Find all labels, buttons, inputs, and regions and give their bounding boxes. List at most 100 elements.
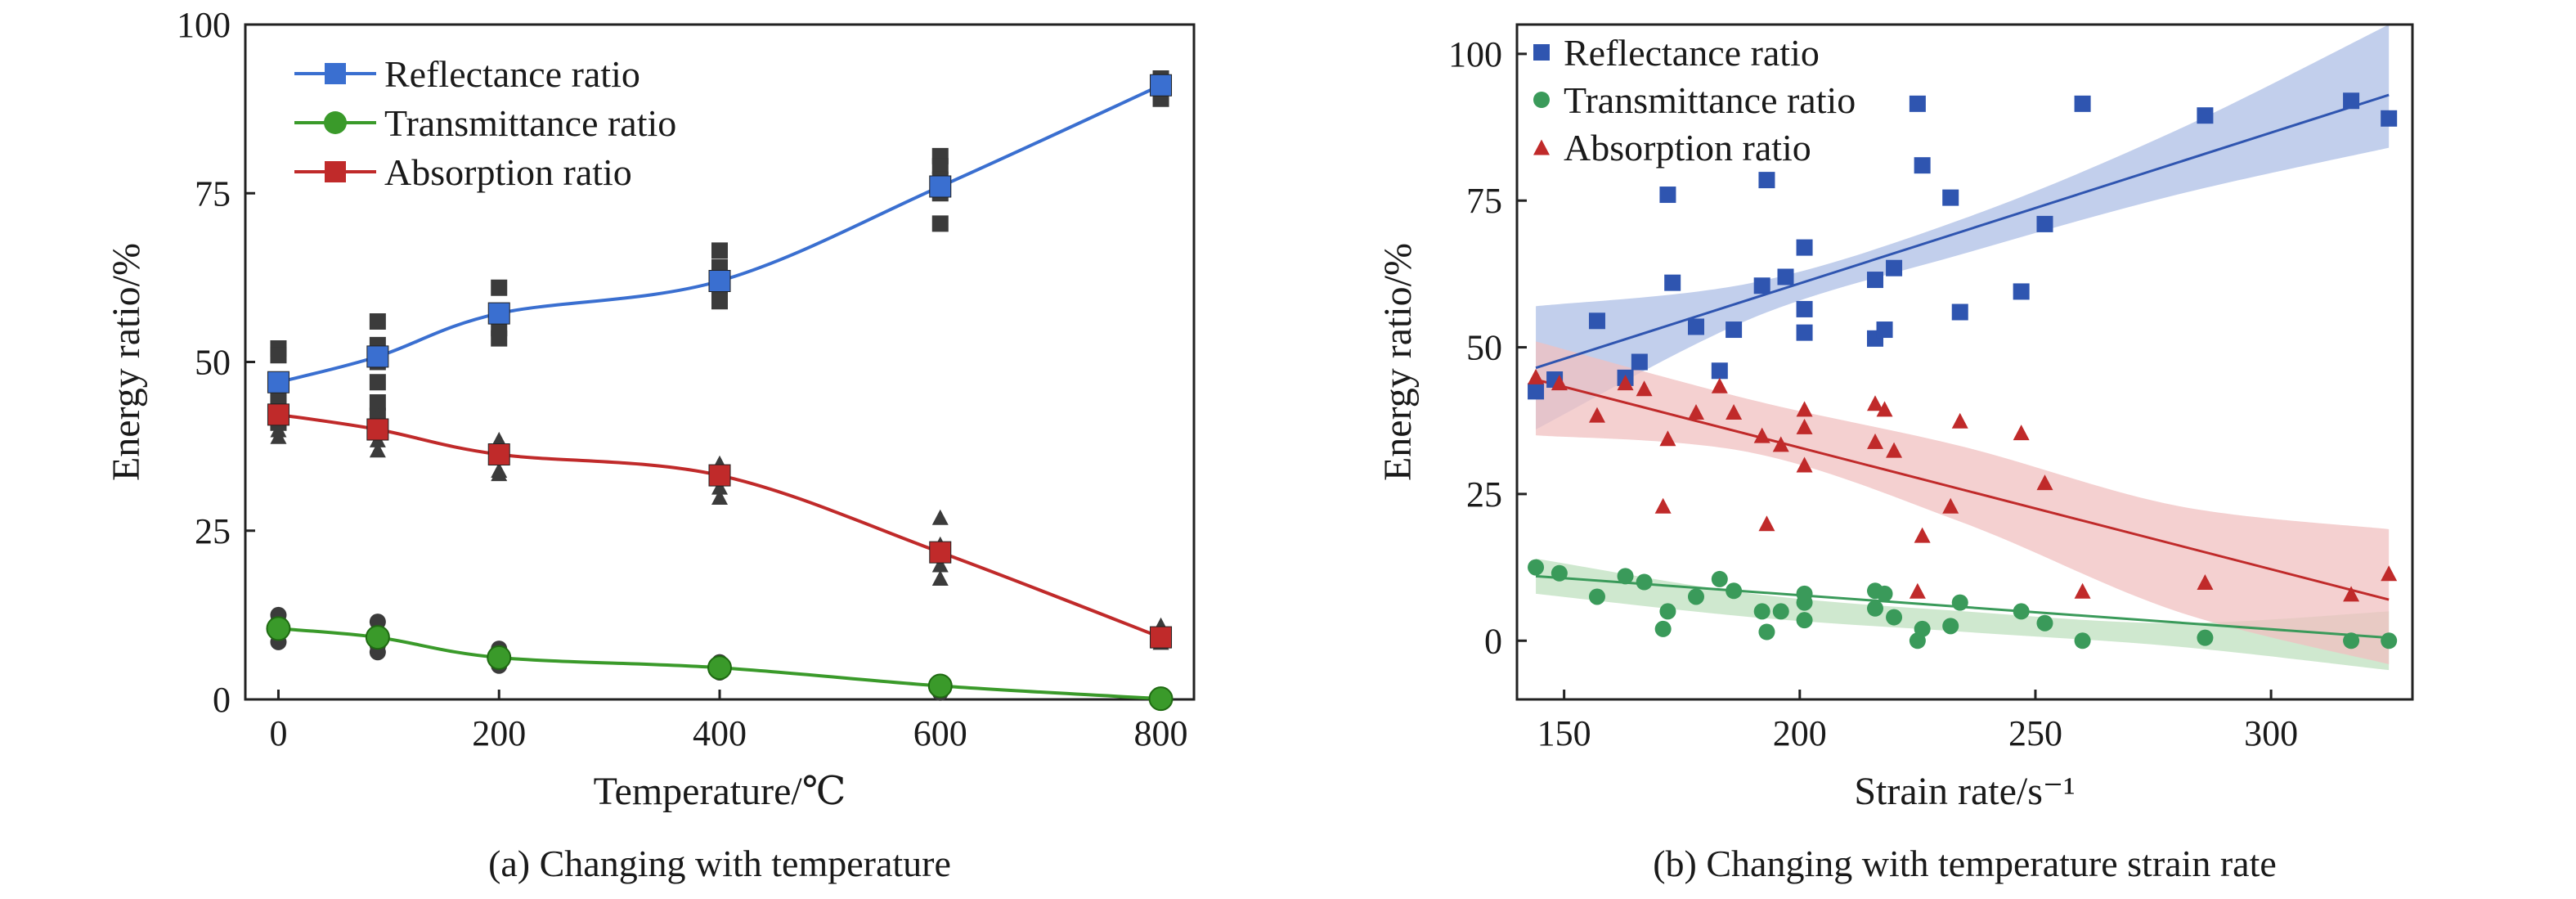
b-data-point bbox=[1659, 603, 1676, 619]
a-mean-point bbox=[367, 419, 388, 440]
b-data-point bbox=[2381, 632, 2397, 649]
b-data-point bbox=[1942, 618, 1959, 634]
b-data-point bbox=[1797, 301, 1813, 317]
b-data-point bbox=[1758, 172, 1775, 188]
b-x-tick-label: 300 bbox=[2244, 713, 2298, 753]
b-x-tick-label: 150 bbox=[1537, 713, 1591, 753]
a-series-line bbox=[278, 415, 1160, 637]
a-y-tick-label: 75 bbox=[195, 173, 231, 214]
b-data-point bbox=[1867, 272, 1883, 288]
b-data-point bbox=[1528, 383, 1544, 399]
b-data-point bbox=[2013, 283, 2030, 299]
b-data-point bbox=[2197, 630, 2213, 646]
b-legend-marker bbox=[1533, 92, 1550, 108]
b-legend-label: Reflectance ratio bbox=[1564, 32, 1820, 74]
a-mean-point bbox=[929, 675, 952, 698]
chart-a: 0 200 400 600 800 0 25 50 75 100 Temperature/℃ Ener… bbox=[105, 5, 1194, 884]
b-data-point bbox=[1952, 413, 1968, 429]
b-data-point bbox=[1688, 588, 1704, 605]
a-mean-point bbox=[708, 656, 731, 679]
a-raw-point bbox=[270, 347, 286, 363]
a-mean-point bbox=[367, 346, 388, 367]
b-data-point bbox=[2075, 96, 2091, 112]
b-data-point bbox=[1773, 603, 1789, 619]
b-x-axis-label: Strain rate/s⁻¹ bbox=[1854, 770, 2075, 813]
a-x-axis-label: Temperature/℃ bbox=[594, 770, 846, 813]
b-data-point bbox=[1655, 621, 1672, 637]
a-y-tick-label: 25 bbox=[195, 511, 231, 551]
a-legend-marker bbox=[324, 111, 347, 134]
a-legend-marker bbox=[325, 63, 346, 84]
a-raw-point bbox=[932, 510, 949, 525]
chart-b: 150 200 250 3000255075100Strain rate/s⁻¹Ene… bbox=[1376, 25, 2412, 884]
a-legend-marker bbox=[325, 161, 346, 182]
b-data-point bbox=[1914, 157, 1931, 173]
a-x-tick-label: 200 bbox=[472, 713, 526, 753]
b-data-point bbox=[2381, 110, 2397, 127]
a-mean-point bbox=[366, 626, 389, 649]
b-data-point bbox=[1942, 190, 1959, 206]
b-data-point bbox=[1636, 574, 1653, 591]
b-data-point bbox=[1952, 304, 1968, 321]
a-y-tick-label: 50 bbox=[195, 343, 231, 383]
b-data-point bbox=[2075, 583, 2091, 599]
a-y-axis-label: Energy ratio/% bbox=[105, 243, 148, 481]
b-data-point bbox=[1797, 595, 1813, 611]
b-data-point bbox=[1659, 187, 1676, 203]
b-y-tick-label: 25 bbox=[1466, 474, 1502, 515]
b-data-point bbox=[1754, 603, 1770, 619]
b-data-point bbox=[1910, 583, 1926, 599]
b-data-point bbox=[1589, 312, 1605, 329]
b-data-point bbox=[1688, 318, 1704, 335]
a-mean-point bbox=[1151, 74, 1172, 96]
a-legend-label: Transmittance ratio bbox=[384, 102, 676, 144]
a-y-tick-label: 100 bbox=[177, 5, 231, 45]
b-data-point bbox=[2013, 603, 2030, 619]
a-mean-point bbox=[267, 371, 289, 393]
b-data-point bbox=[1797, 240, 1813, 256]
a-mean-point bbox=[488, 444, 509, 465]
b-y-tick-label: 75 bbox=[1466, 181, 1502, 221]
b-data-point bbox=[1712, 571, 1728, 587]
b-data-point bbox=[1631, 354, 1648, 371]
a-mean-point bbox=[267, 617, 289, 640]
a-raw-point bbox=[711, 242, 728, 258]
b-fit-line bbox=[1536, 380, 2389, 600]
a-raw-point bbox=[491, 330, 507, 347]
a-x-tick-label: 600 bbox=[913, 713, 967, 753]
a-raw-point bbox=[370, 374, 386, 390]
b-data-point bbox=[1867, 600, 1883, 617]
b-legend-marker bbox=[1533, 44, 1550, 61]
b-data-point bbox=[1797, 325, 1813, 341]
b-legend-marker bbox=[1533, 140, 1550, 155]
figure: 0 200 400 600 8000255075100Temperature/℃Ener… bbox=[0, 0, 2576, 899]
b-y-tick-label: 0 bbox=[1484, 621, 1502, 661]
a-raw-point bbox=[932, 215, 949, 231]
a-legend-label: Reflectance ratio bbox=[384, 53, 640, 95]
b-data-point bbox=[2343, 632, 2359, 649]
b-data-point bbox=[1758, 515, 1775, 531]
b-data-point bbox=[1664, 275, 1681, 291]
b-x-tick-label: 200 bbox=[1773, 713, 1827, 753]
a-caption: (a) Changing with temperature bbox=[488, 843, 951, 884]
b-data-point bbox=[2036, 615, 2053, 632]
b-data-point bbox=[1797, 612, 1813, 628]
b-y-axis-label: Energy ratio/% bbox=[1376, 243, 1420, 481]
b-data-point bbox=[1528, 560, 1544, 576]
b-data-point bbox=[1712, 378, 1728, 393]
b-data-point bbox=[1589, 588, 1605, 605]
b-band-layer bbox=[1536, 25, 2389, 670]
b-data-point bbox=[1877, 586, 1893, 602]
b-data-point bbox=[1952, 595, 1968, 611]
a-mean-point bbox=[1151, 627, 1172, 648]
a-raw-point bbox=[370, 313, 386, 330]
a-legend-label: Absorption ratio bbox=[384, 151, 632, 193]
a-x-tick-label: 400 bbox=[693, 713, 747, 753]
b-data-point bbox=[1655, 498, 1672, 514]
b-legend-label: Transmittance ratio bbox=[1564, 79, 1856, 121]
b-y-tick-label: 50 bbox=[1466, 328, 1502, 368]
a-raw-point bbox=[491, 280, 507, 296]
a-y-tick-label: 0 bbox=[213, 680, 231, 720]
b-data-point bbox=[1726, 582, 1742, 599]
b-data-point bbox=[1758, 624, 1775, 641]
